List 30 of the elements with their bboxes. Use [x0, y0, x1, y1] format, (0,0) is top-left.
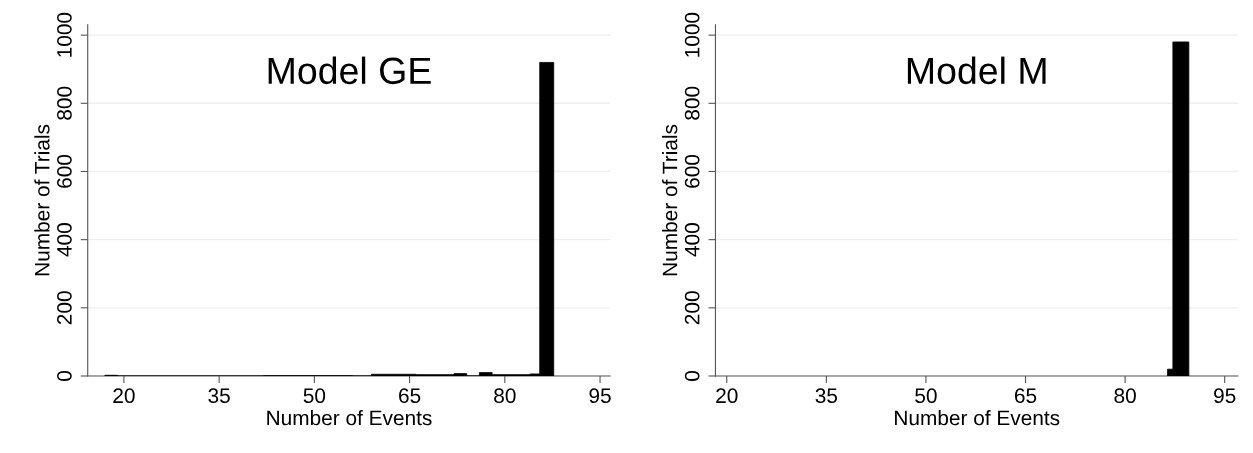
x-tick-label: 95: [589, 388, 611, 404]
x-tick-label: 35: [208, 388, 230, 404]
x-tick-label: 20: [113, 388, 135, 404]
y-tick-label: 400: [684, 223, 700, 257]
y-tick-label: 1000: [57, 12, 72, 57]
x-tick-label: 95: [1214, 388, 1236, 404]
y-axis-title: Number of Trials: [34, 124, 50, 276]
x-tick-label: 80: [494, 388, 516, 404]
text: Model GE: [268, 56, 431, 85]
text: Model M: [907, 56, 1046, 85]
x-tick-label: 65: [399, 388, 421, 404]
y-tick-label: 600: [684, 154, 700, 188]
x-tick-label: 80: [1114, 388, 1136, 404]
x-tick-label: 20: [716, 388, 738, 404]
y-tick-label: 600: [57, 154, 72, 188]
y-tick-label: 400: [57, 223, 72, 257]
x-tick-label: 50: [303, 388, 326, 404]
y-tick-label: 200: [57, 291, 72, 325]
x-axis-title: Number of Events: [895, 409, 1060, 426]
y-tick-label: 0: [57, 371, 72, 381]
x-tick-label: 65: [1014, 388, 1037, 404]
y-tick-label: 200: [684, 291, 700, 325]
y-tick-label: 0: [684, 371, 700, 381]
x-axis-title: Number of Events: [267, 409, 432, 426]
x-tick-label: 50: [915, 388, 937, 404]
y-tick-label: 800: [684, 86, 700, 120]
y-tick-label: 1000: [684, 12, 700, 57]
y-axis-title: Number of Trials: [662, 124, 678, 276]
y-tick-label: 800: [57, 86, 72, 120]
x-tick-label: 35: [815, 388, 838, 404]
